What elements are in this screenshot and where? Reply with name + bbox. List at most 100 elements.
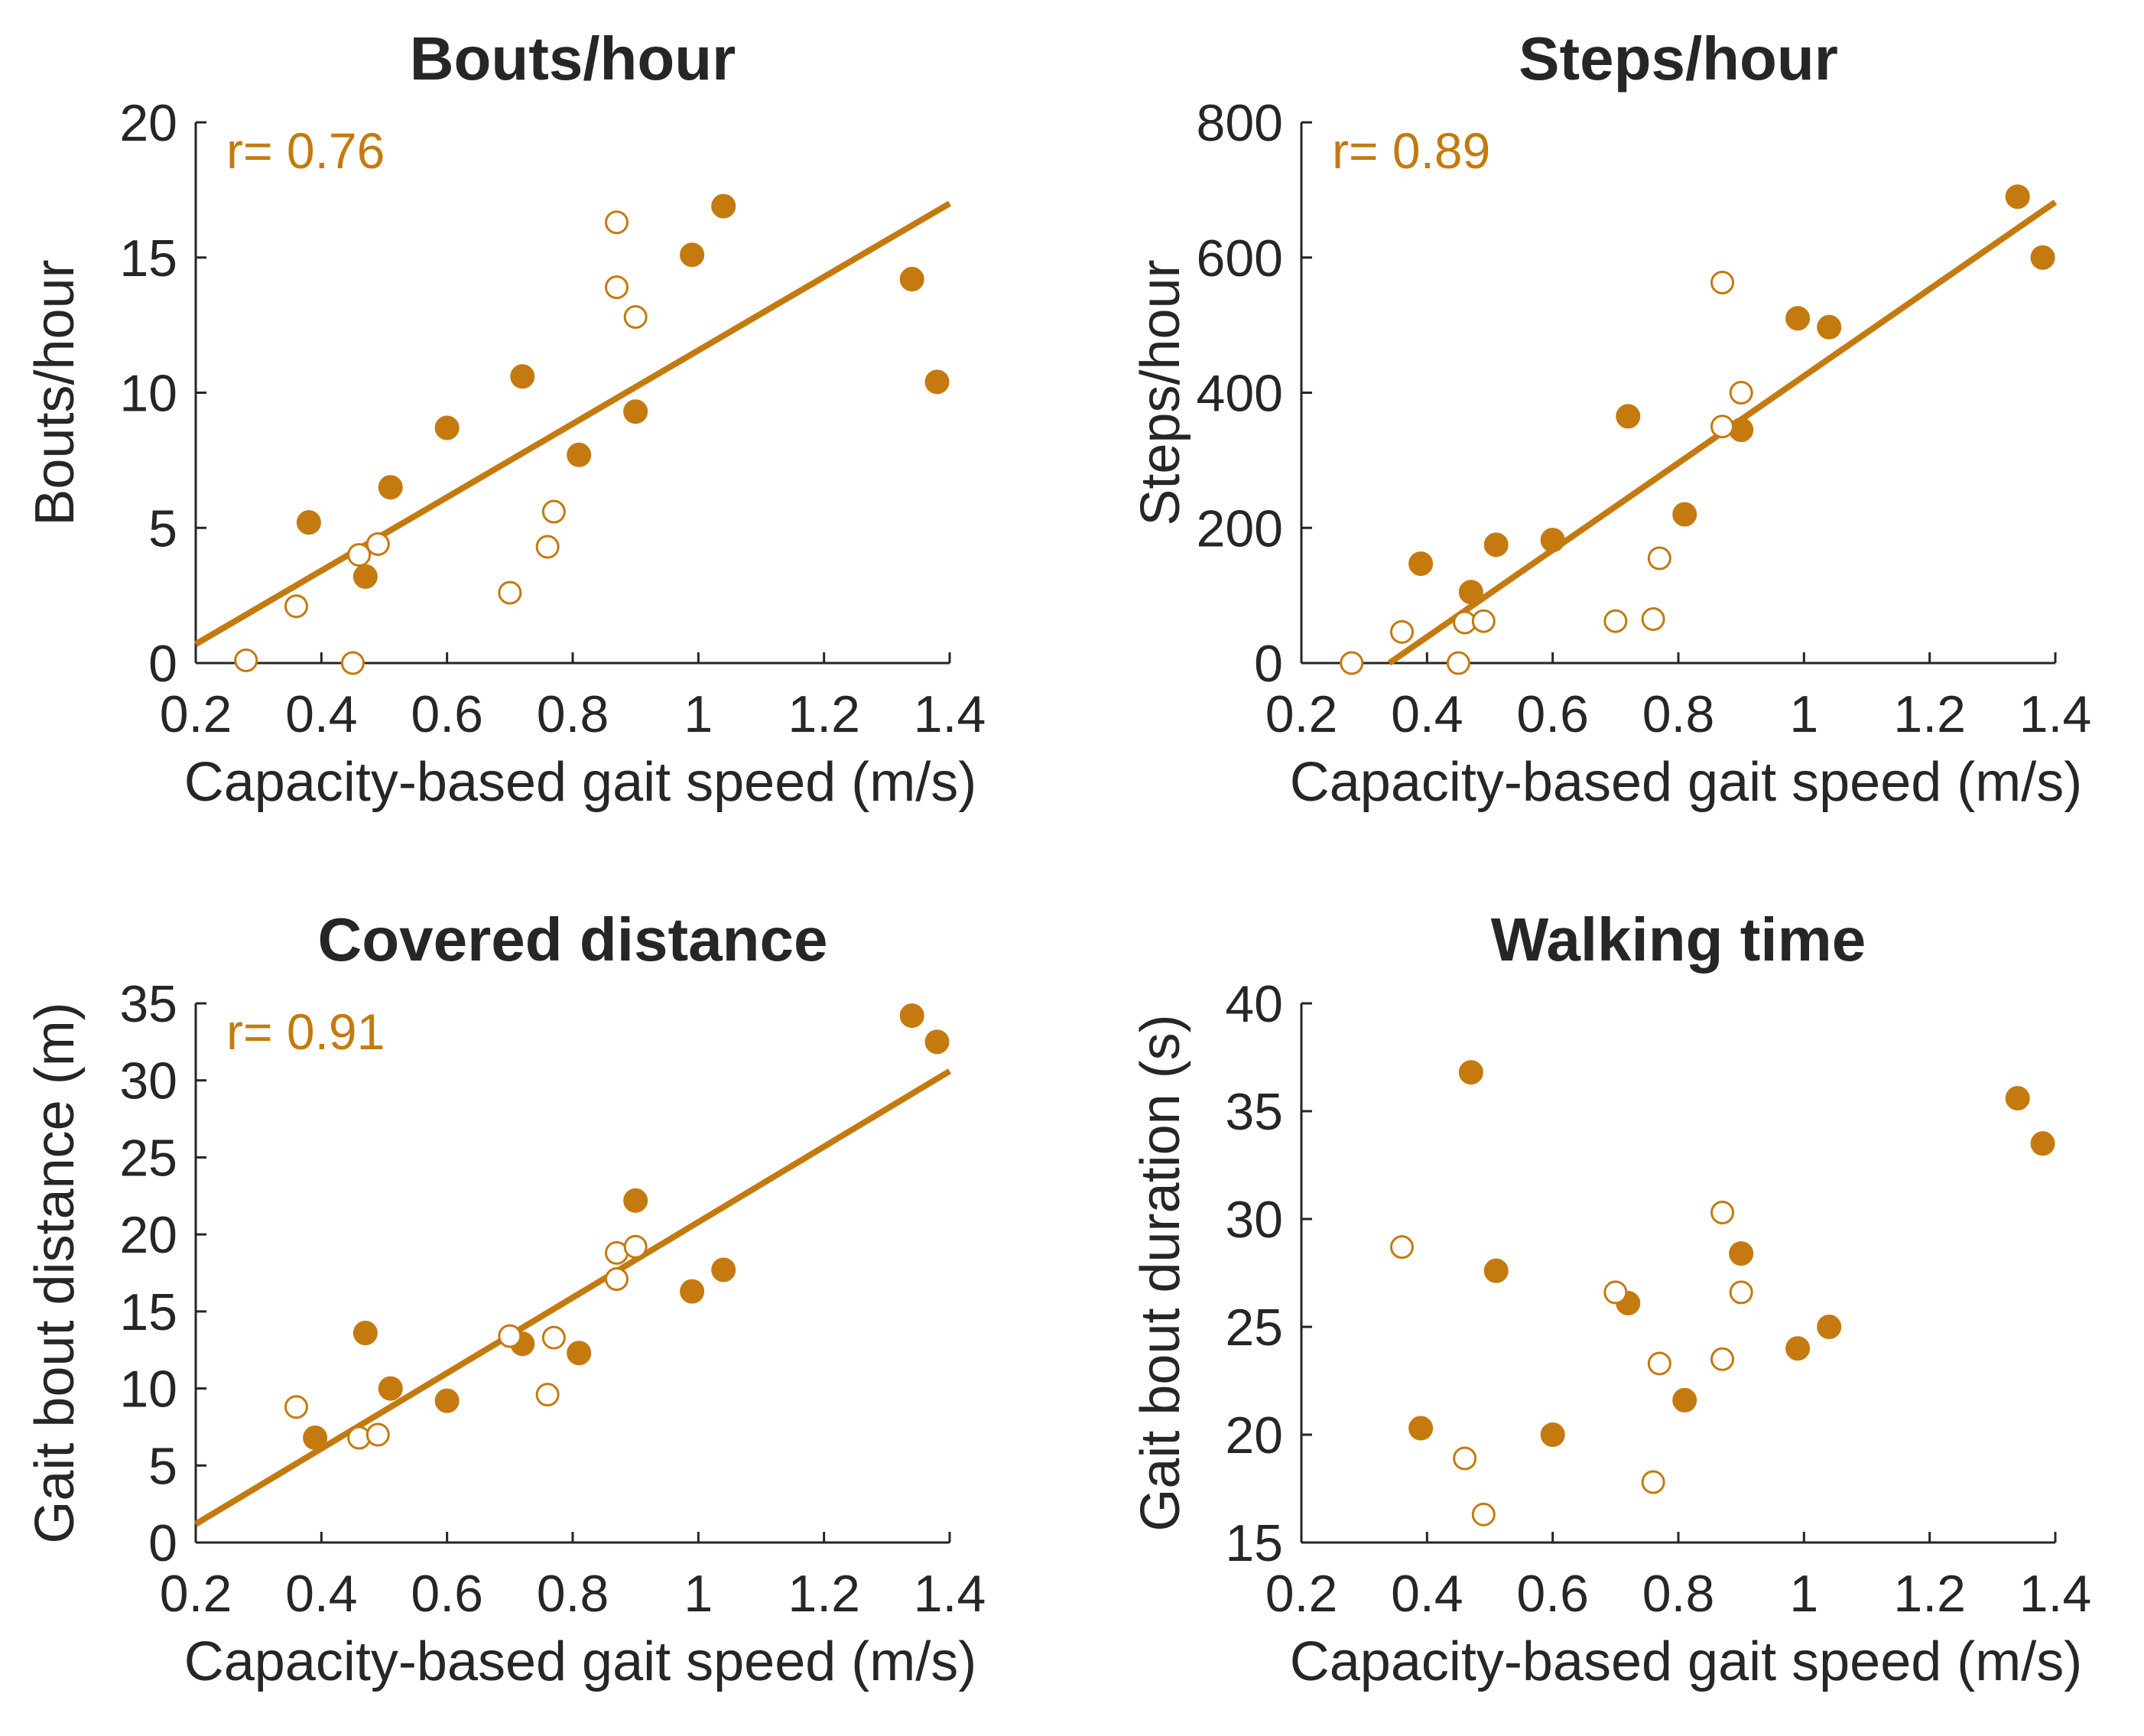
x-tick-label: 1.4 — [2019, 685, 2092, 743]
filled-point — [1785, 1336, 1811, 1361]
y-axis-label: Gait bout duration (s) — [1130, 1014, 1191, 1531]
filled-point — [680, 242, 705, 268]
y-tick-label: 5 — [148, 499, 177, 558]
x-tick-label: 0.2 — [1265, 685, 1338, 743]
open-point — [365, 1422, 390, 1447]
filled-point — [711, 1257, 736, 1282]
open-point — [1710, 1201, 1735, 1225]
filled-point — [680, 1279, 705, 1304]
open-point — [284, 1395, 308, 1419]
open-point — [1729, 381, 1753, 405]
y-tick-label: 0 — [148, 635, 177, 693]
x-tick-label: 1.4 — [914, 685, 986, 743]
open-point — [1340, 651, 1364, 675]
open-point — [1641, 607, 1665, 632]
open-point — [284, 594, 308, 619]
chart-title: Steps/hour — [1519, 24, 1838, 93]
x-tick-label: 0.4 — [1391, 1565, 1463, 1623]
filled-point — [924, 369, 950, 395]
filled-point — [1408, 1416, 1434, 1441]
y-axis-label: Bouts/hour — [24, 259, 86, 525]
open-point — [541, 499, 566, 524]
open-point — [1446, 651, 1470, 675]
filled-point — [899, 267, 924, 292]
filled-point — [1483, 532, 1509, 558]
filled-point — [1672, 502, 1697, 527]
y-tick-label: 15 — [119, 1283, 177, 1341]
panel-4: 0.2 0.4 0.6 0.8 1 1.2 1.4 15 20 25 30 35 40 Walking t… — [1130, 905, 2091, 1692]
filled-point — [303, 1426, 328, 1451]
open-point — [1471, 1502, 1496, 1526]
x-tick-label: 1.2 — [1893, 685, 1966, 743]
x-tick-label: 0.4 — [1391, 685, 1463, 743]
open-point — [535, 1383, 560, 1407]
open-point — [1389, 1235, 1414, 1260]
filled-point — [1817, 314, 1842, 340]
filled-point — [434, 1388, 460, 1413]
open-point — [1641, 1470, 1665, 1494]
x-axis-label: Capacity-based gait speed (m/s) — [1290, 1631, 2082, 1692]
x-tick-label: 0.4 — [285, 685, 358, 743]
filled-point — [1458, 1060, 1483, 1085]
x-tick-label: 0.6 — [411, 1565, 483, 1623]
y-tick-label: 25 — [1225, 1299, 1283, 1357]
open-point — [541, 1325, 566, 1350]
filled-point — [378, 1376, 403, 1401]
filled-point — [2005, 184, 2030, 210]
open-point — [605, 1267, 629, 1292]
y-tick-label: 25 — [119, 1129, 177, 1187]
filled-point — [1616, 404, 1641, 429]
filled-point — [2005, 1086, 2030, 1111]
x-tick-label: 0.2 — [1265, 1565, 1338, 1623]
x-tick-label: 0.2 — [160, 1565, 232, 1623]
filled-point — [2030, 245, 2055, 270]
open-point — [340, 651, 365, 675]
open-point — [1710, 270, 1735, 294]
open-point — [1647, 546, 1671, 571]
y-tick-label: 10 — [119, 1361, 177, 1419]
filled-point — [1458, 580, 1483, 605]
correlation-label: r= 0.76 — [226, 122, 385, 179]
x-tick-label: 1.2 — [788, 685, 860, 743]
x-tick-label: 1 — [684, 685, 713, 743]
chart-title: Covered distance — [318, 905, 828, 974]
filled-point — [510, 364, 535, 389]
open-point — [535, 535, 560, 559]
open-point — [1603, 609, 1628, 633]
filled-point — [567, 1341, 592, 1366]
filled-point — [623, 1188, 648, 1213]
filled-point — [1540, 528, 1565, 553]
filled-point — [1785, 306, 1811, 331]
y-tick-label: 20 — [1225, 1406, 1283, 1465]
y-tick-label: 40 — [1225, 975, 1283, 1033]
open-point — [347, 543, 372, 567]
open-point — [1729, 1280, 1753, 1305]
panel-2: 0.2 0.4 0.6 0.8 1 1.2 1.4 0 200 400 600 800 Steps/ho… — [1130, 24, 2091, 813]
y-tick-label: 0 — [148, 1514, 177, 1572]
x-tick-label: 1.2 — [788, 1565, 860, 1623]
x-tick-label: 0.6 — [1516, 1565, 1589, 1623]
open-point — [605, 210, 629, 235]
filled-point — [352, 564, 378, 589]
x-tick-label: 0.6 — [1516, 685, 1589, 743]
y-tick-label: 800 — [1197, 94, 1283, 152]
filled-point — [378, 475, 403, 500]
open-point — [1389, 619, 1414, 644]
y-tick-label: 10 — [119, 365, 177, 423]
correlation-label: r= 0.91 — [226, 1003, 385, 1060]
filled-point — [1817, 1315, 1842, 1339]
x-tick-label: 0.8 — [537, 1565, 609, 1623]
y-tick-label: 600 — [1197, 229, 1283, 288]
filled-point — [1408, 551, 1434, 577]
y-tick-label: 35 — [119, 975, 177, 1033]
filled-point — [1672, 1387, 1697, 1413]
y-tick-label: 20 — [119, 1206, 177, 1264]
y-tick-label: 15 — [1225, 1514, 1283, 1572]
x-tick-label: 0.8 — [537, 685, 609, 743]
y-tick-label: 5 — [148, 1437, 177, 1495]
x-axis-label: Capacity-based gait speed (m/s) — [184, 752, 976, 813]
filled-point — [711, 193, 736, 219]
open-point — [1471, 609, 1496, 633]
y-tick-label: 30 — [1225, 1191, 1283, 1249]
filled-point — [296, 510, 321, 535]
